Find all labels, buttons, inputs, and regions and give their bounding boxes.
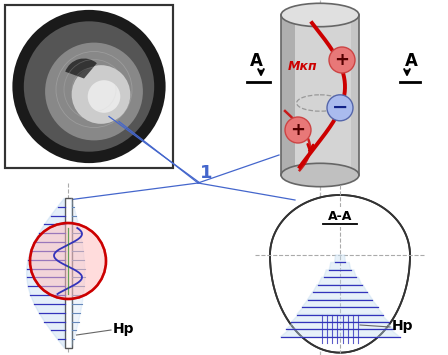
Circle shape [327,95,353,121]
Bar [65,198,72,348]
Bar [281,15,295,175]
Text: +: + [335,51,349,69]
Circle shape [329,47,355,73]
Circle shape [13,10,166,163]
Text: A: A [405,52,418,70]
Polygon shape [72,198,85,348]
Text: Hp: Hp [392,319,414,333]
Bar [5,5,173,168]
Bar [351,15,359,175]
Bar [5,5,173,168]
Polygon shape [313,285,367,292]
Circle shape [285,117,311,143]
Polygon shape [286,322,394,329]
Text: Mкп: Mкп [288,60,318,73]
Text: Hp: Hp [113,322,134,336]
Polygon shape [335,255,345,262]
Text: A-A: A-A [328,211,352,224]
Circle shape [24,21,154,152]
Polygon shape [280,329,400,337]
Polygon shape [324,270,356,277]
Circle shape [30,223,106,299]
Text: 1: 1 [200,164,212,182]
Circle shape [72,65,130,124]
Polygon shape [291,315,389,322]
Polygon shape [302,300,378,307]
Polygon shape [27,198,65,348]
Text: A: A [250,52,263,70]
Text: +: + [290,121,306,139]
Ellipse shape [281,3,359,27]
Wedge shape [65,59,97,78]
Polygon shape [329,262,351,270]
Polygon shape [297,307,383,315]
Text: −: − [332,98,348,117]
Polygon shape [307,292,372,300]
Polygon shape [270,195,410,353]
Polygon shape [319,277,362,285]
Bar [281,15,359,175]
Circle shape [45,43,143,140]
Ellipse shape [281,163,359,187]
Circle shape [88,80,121,113]
